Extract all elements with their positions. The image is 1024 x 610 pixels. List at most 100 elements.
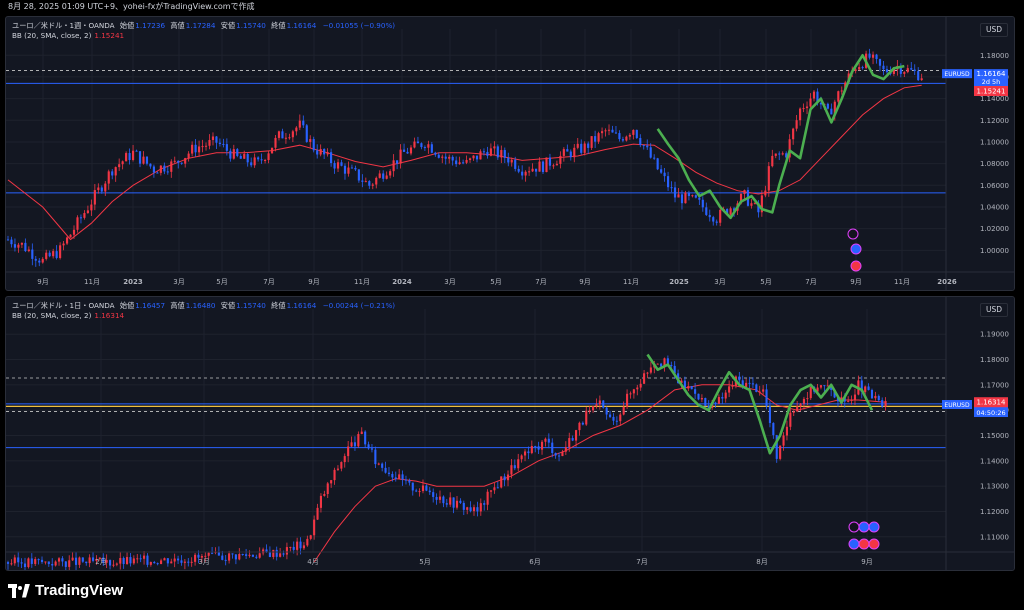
symbol-name-text: EURUSD	[944, 402, 970, 409]
candle-body	[660, 169, 663, 173]
candle-body	[809, 98, 812, 107]
weekly-bb-indicator[interactable]: BB (20, SMA, close, 2)	[12, 31, 92, 40]
x-tick-label: 2023	[123, 278, 143, 286]
daily-legend: ユーロ／米ドル・1日・OANDA 始値1.16457 高値1.16480 安値1…	[12, 301, 395, 321]
weekly-low-label: 安値	[220, 21, 236, 30]
candle-body	[753, 202, 757, 204]
candle-body	[455, 500, 459, 508]
candle-body	[920, 78, 923, 81]
candle-body	[361, 180, 364, 182]
candle-body	[93, 190, 96, 205]
x-tick-label: 7月	[636, 558, 647, 566]
candle-body	[132, 558, 135, 564]
candle-body	[224, 559, 227, 561]
x-tick-label: 8月	[756, 558, 767, 566]
candle-body	[291, 131, 294, 138]
candle-body	[719, 209, 722, 223]
candle-body	[100, 187, 103, 192]
candle-body	[367, 444, 370, 449]
candle-body	[506, 474, 510, 481]
candle-body	[571, 438, 574, 441]
candle-body	[757, 202, 760, 213]
candle-body	[138, 151, 142, 164]
candle-body	[54, 561, 57, 566]
candle-body	[239, 155, 242, 159]
candle-body	[475, 155, 479, 160]
candle-body	[622, 406, 625, 415]
weekly-chart-panel[interactable]: 1.180001.160001.140001.120001.100001.080…	[5, 16, 1015, 291]
weekly-chart-svg[interactable]: 1.180001.160001.140001.120001.100001.080…	[6, 17, 1015, 291]
tradingview-logo[interactable]: TradingView	[8, 582, 123, 599]
candle-body	[528, 171, 531, 173]
candle-body	[573, 147, 576, 158]
candle-body	[612, 416, 615, 421]
candle-body	[500, 476, 503, 488]
candle-body	[496, 146, 499, 158]
candle-body	[646, 145, 649, 148]
candle-body	[430, 144, 433, 153]
candle-body	[635, 129, 638, 139]
candle-body	[621, 139, 624, 141]
candle-body	[728, 386, 731, 393]
candle-body	[408, 480, 411, 483]
daily-chart-panel[interactable]: 1.190001.180001.170001.160001.150001.140…	[5, 296, 1015, 571]
daily-bb-indicator[interactable]: BB (20, SMA, close, 2)	[12, 311, 92, 320]
candle-body	[521, 171, 524, 176]
candle-body	[700, 398, 703, 400]
candle-body	[204, 145, 208, 147]
candle-body	[136, 558, 139, 560]
x-tick-label: 9月	[861, 558, 872, 566]
weekly-currency-badge[interactable]: USD	[980, 23, 1008, 37]
daily-close-label: 終値	[271, 301, 286, 310]
candle-body	[309, 535, 312, 539]
candle-body	[90, 204, 93, 211]
candle-body	[745, 382, 748, 388]
candle-body	[149, 562, 152, 565]
y-tick-label: 1.14000	[980, 95, 1009, 103]
candle-body	[751, 383, 754, 385]
event-icon	[868, 521, 880, 533]
candle-body	[354, 167, 357, 170]
candle-body	[547, 438, 550, 443]
candle-body	[847, 400, 850, 402]
x-tick-label: 5月	[419, 558, 430, 566]
x-tick-label: 5月	[760, 278, 771, 286]
candle-body	[840, 397, 843, 402]
daily-currency-badge[interactable]: USD	[980, 303, 1008, 317]
candle-body	[6, 562, 10, 564]
candle-body	[207, 552, 210, 556]
candle-body	[666, 358, 669, 365]
candle-body	[166, 558, 169, 564]
candle-body	[31, 249, 34, 259]
candle-body	[323, 493, 326, 496]
candle-body	[704, 398, 707, 406]
candle-body	[656, 158, 659, 170]
x-tick-label: 5月	[490, 278, 501, 286]
candle-body	[853, 394, 857, 400]
candle-body	[27, 249, 30, 252]
candle-body	[326, 483, 329, 494]
candle-body	[298, 120, 301, 128]
candle-body	[694, 195, 697, 198]
candle-body	[860, 380, 863, 393]
candle-body	[629, 393, 632, 395]
candle-body	[409, 147, 413, 154]
candle-body	[153, 562, 156, 564]
y-tick-label: 1.12000	[980, 508, 1009, 516]
candle-body	[785, 153, 788, 158]
candle-body	[350, 442, 353, 447]
candle-body	[296, 541, 299, 550]
candle-body	[382, 173, 385, 179]
daily-chart-svg[interactable]: 1.190001.180001.170001.160001.150001.140…	[6, 297, 1015, 571]
candle-body	[585, 410, 588, 425]
candle-body	[211, 552, 214, 554]
candle-body	[444, 156, 447, 159]
candle-body	[459, 500, 462, 503]
candle-body	[23, 563, 27, 568]
symbol-name-badge	[942, 69, 972, 79]
candle-body	[779, 445, 782, 459]
candle-body	[245, 554, 248, 556]
candle-body	[503, 150, 506, 158]
candle-body	[913, 69, 916, 72]
candle-body	[368, 181, 371, 186]
